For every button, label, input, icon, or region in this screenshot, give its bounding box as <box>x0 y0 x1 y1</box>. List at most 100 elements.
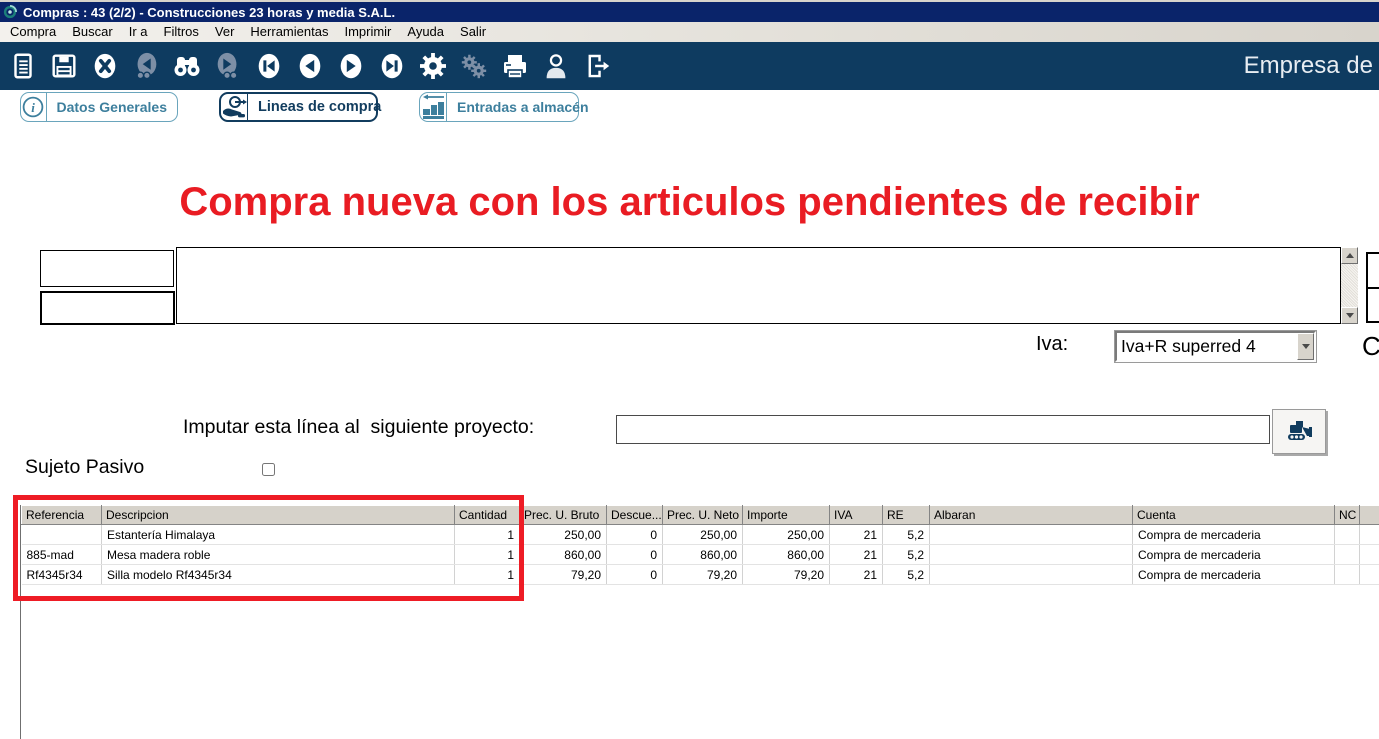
print-button[interactable] <box>496 44 534 88</box>
grid-cell[interactable]: Estantería Himalaya <box>101 524 455 545</box>
exit-button[interactable] <box>578 44 616 88</box>
grid-column-header[interactable]: Prec. U. Bruto <box>519 505 607 525</box>
window-title: Compras : 43 (2/2) - Construcciones 23 h… <box>23 4 396 20</box>
menu-imprimir[interactable]: Imprimir <box>344 24 392 39</box>
menu-herramientas[interactable]: Herramientas <box>250 24 329 39</box>
grid-cell[interactable]: Rf4345r34 <box>21 564 102 585</box>
grid-cell[interactable]: 79,20 <box>662 564 743 585</box>
previous-record-button[interactable] <box>291 44 329 88</box>
grid-cell[interactable] <box>1359 544 1379 565</box>
grid-column-header[interactable]: NC <box>1334 505 1360 525</box>
grid-cell[interactable]: 860,00 <box>742 544 830 565</box>
grid-cell[interactable]: 1 <box>454 524 520 545</box>
grid-cell[interactable]: Compra de mercaderia <box>1132 544 1335 565</box>
grid-column-header[interactable]: RE <box>882 505 930 525</box>
new-document-button[interactable] <box>4 44 42 88</box>
grid-cell[interactable]: 79,20 <box>742 564 830 585</box>
find-next-button[interactable] <box>209 44 247 88</box>
menu-filtros[interactable]: Filtros <box>163 24 199 39</box>
find-previous-button[interactable] <box>127 44 165 88</box>
iva-dropdown[interactable]: Iva+R superred 4 <box>1115 331 1316 362</box>
grid-column-header[interactable]: Descue... <box>606 505 663 525</box>
grid-column-header[interactable]: Albaran <box>929 505 1133 525</box>
grid-row[interactable]: Rf4345r34 Silla modelo Rf4345r34 1 79,20 0 79… <box>21 564 1379 585</box>
tab-entradas-a-almacen[interactable]: Entradas a almacén <box>419 92 589 122</box>
user-button[interactable] <box>537 44 575 88</box>
project-lookup-button[interactable] <box>1272 409 1326 454</box>
grid-cell[interactable]: 250,00 <box>662 524 743 545</box>
grid-cell[interactable] <box>1359 564 1379 585</box>
scroll-down-button[interactable] <box>1341 307 1358 324</box>
grid-cell[interactable]: 0 <box>606 544 663 565</box>
grid-cell[interactable]: 1 <box>454 564 520 585</box>
sujeto-pasivo-checkbox[interactable] <box>262 463 275 476</box>
grid-cell[interactable]: 885-mad <box>21 544 102 565</box>
new-document-icon <box>14 53 32 79</box>
grid-cell[interactable]: Compra de mercaderia <box>1132 524 1335 545</box>
menu-ayuda[interactable]: Ayuda <box>407 24 445 39</box>
grid-cell[interactable]: 1 <box>454 544 520 565</box>
description-scrollbar[interactable] <box>1341 247 1358 324</box>
grid-cell[interactable]: Compra de mercaderia <box>1132 564 1335 585</box>
grid-cell[interactable]: 5,2 <box>882 544 930 565</box>
grid-cell[interactable] <box>1334 564 1360 585</box>
grid-cell[interactable]: Silla modelo Rf4345r34 <box>101 564 455 585</box>
grid-column-header[interactable]: Importe <box>742 505 830 525</box>
grid-cell[interactable] <box>1334 544 1360 565</box>
reference-field[interactable] <box>40 250 174 287</box>
grid-cell[interactable]: 79,20 <box>519 564 607 585</box>
project-input[interactable] <box>616 415 1270 444</box>
reference-field-2[interactable] <box>40 291 175 325</box>
save-button[interactable] <box>45 44 83 88</box>
search-button[interactable] <box>168 44 206 88</box>
grid-column-header[interactable]: IVA <box>829 505 883 525</box>
grid-cell[interactable] <box>929 524 1133 545</box>
grid-column-header[interactable]: Cantidad <box>454 505 520 525</box>
grid-cell[interactable]: Mesa madera roble <box>101 544 455 565</box>
gears-icon <box>461 54 487 79</box>
grid-cell[interactable]: 860,00 <box>662 544 743 565</box>
grid-column-header[interactable]: Referencia <box>21 505 102 525</box>
grid-cell[interactable] <box>21 524 102 545</box>
menu-compra[interactable]: Compra <box>10 24 57 39</box>
last-record-button[interactable] <box>373 44 411 88</box>
grid-row[interactable]: Estantería Himalaya 1 250,00 0 250,00 250,00 2… <box>21 524 1379 545</box>
menu-ver[interactable]: Ver <box>214 24 235 39</box>
grid-cell[interactable]: 21 <box>829 564 883 585</box>
first-record-button[interactable] <box>250 44 288 88</box>
lines-grid[interactable]: Referencia Descripcion Cantidad Prec. U. Br… <box>21 505 1379 585</box>
grid-cell[interactable] <box>1334 524 1360 545</box>
next-record-button[interactable] <box>332 44 370 88</box>
grid-cell[interactable]: 250,00 <box>742 524 830 545</box>
scroll-up-button[interactable] <box>1341 247 1358 264</box>
description-textarea[interactable] <box>176 247 1341 324</box>
settings-button[interactable] <box>414 44 452 88</box>
grid-cell[interactable]: 5,2 <box>882 524 930 545</box>
grid-cell[interactable]: 0 <box>606 524 663 545</box>
dropdown-button[interactable] <box>1297 333 1314 360</box>
cancel-button[interactable] <box>86 44 124 88</box>
grid-cell[interactable] <box>1359 524 1379 545</box>
grid-cell[interactable] <box>929 564 1133 585</box>
grid-column-header[interactable]: Prec. U. Neto <box>662 505 743 525</box>
grid-row[interactable]: 885-mad Mesa madera roble 1 860,00 0 860,00 86… <box>21 544 1379 565</box>
grid-cell[interactable]: 21 <box>829 544 883 565</box>
sujeto-pasivo-label: Sujeto Pasivo <box>25 456 145 478</box>
grid-cell[interactable]: 5,2 <box>882 564 930 585</box>
grid-cell[interactable]: 250,00 <box>519 524 607 545</box>
grid-cell[interactable]: 0 <box>606 564 663 585</box>
clipped-right-fields[interactable] <box>1366 252 1379 323</box>
grid-cell[interactable]: 860,00 <box>519 544 607 565</box>
tab-datos-generales[interactable]: i Datos Generales <box>20 92 178 122</box>
grid-cell[interactable]: 21 <box>829 524 883 545</box>
menu-salir[interactable]: Salir <box>460 24 487 39</box>
save-icon <box>52 54 76 78</box>
grid-cell[interactable] <box>929 544 1133 565</box>
tools-button[interactable] <box>455 44 493 88</box>
menu-buscar[interactable]: Buscar <box>72 24 113 39</box>
grid-column-header[interactable]: Descripcion <box>101 505 455 525</box>
menu-ir-a[interactable]: Ir a <box>128 24 148 39</box>
grid-column-header[interactable] <box>1359 505 1379 525</box>
grid-column-header[interactable]: Cuenta <box>1132 505 1335 525</box>
tab-lineas-de-compra[interactable]: Lineas de compra <box>219 92 381 122</box>
